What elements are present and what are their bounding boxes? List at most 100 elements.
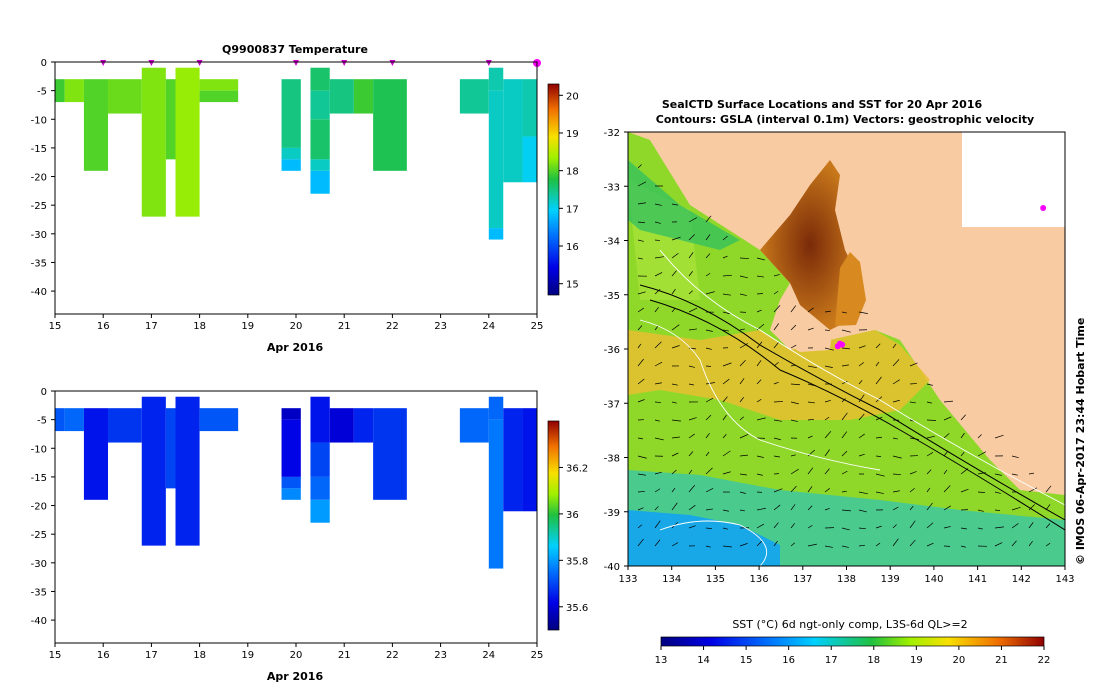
velocity-vector [1028, 504, 1035, 511]
velocity-vector [960, 545, 966, 548]
velocity-vector [688, 252, 694, 259]
colorbar-tick-label: 19 [566, 129, 579, 140]
velocity-vector [824, 468, 830, 475]
velocity-vector [671, 487, 676, 493]
velocity-vector [790, 523, 796, 529]
map-x-tick-label: 142 [1012, 574, 1031, 585]
map-x-tick-label: 137 [793, 574, 812, 585]
colorbar-tick-label: 18 [566, 167, 579, 178]
map-y-tick-label: -38 [604, 454, 620, 465]
velocity-vector [671, 252, 679, 259]
x-tick-label: 15 [49, 650, 62, 661]
map-x-tick-label: 139 [881, 574, 900, 585]
velocity-vector [943, 485, 951, 493]
profile-cell [55, 79, 65, 103]
velocity-vector [688, 271, 693, 277]
velocity-vector [824, 449, 830, 457]
velocity-vector [671, 419, 681, 422]
velocity-vector [688, 328, 697, 331]
velocity-vector [637, 524, 643, 529]
velocity-vector [739, 473, 747, 476]
velocity-vector [705, 414, 712, 421]
velocity-vector [824, 365, 833, 368]
velocity-vector [654, 325, 659, 331]
velocity-vector [637, 307, 644, 313]
velocity-vector [654, 471, 662, 475]
velocity-vector [790, 344, 797, 349]
velocity-vector [688, 469, 693, 475]
velocity-vector [1028, 472, 1034, 475]
velocity-vector [722, 329, 729, 332]
velocity-vector [654, 307, 659, 313]
x-tick-label: 17 [145, 321, 158, 332]
velocity-vector [824, 545, 833, 548]
profile-cell [281, 419, 301, 477]
surfacing-marker [341, 60, 348, 66]
profile-cell [281, 408, 301, 420]
velocity-vector [756, 275, 764, 278]
velocity-vector [875, 361, 880, 367]
velocity-vector [671, 542, 679, 547]
x-tick-label: 15 [49, 321, 62, 332]
velocity-vector [688, 433, 695, 439]
sst-colorbar-tick-label: 14 [697, 655, 710, 666]
velocity-vector [858, 394, 865, 403]
velocity-vector [773, 323, 779, 331]
velocity-vector [654, 539, 661, 547]
velocity-vector [773, 342, 779, 349]
velocity-vector [926, 487, 931, 493]
velocity-vector [671, 452, 679, 457]
velocity-vector [637, 507, 644, 511]
velocity-vector [909, 539, 916, 547]
velocity-vector [875, 542, 881, 547]
velocity-vector [790, 542, 796, 547]
surfacing-marker [100, 60, 107, 66]
velocity-vector [841, 347, 850, 350]
velocity-vector [637, 358, 644, 367]
velocity-vector [824, 431, 832, 439]
sst-colorbar-tick-label: 20 [953, 655, 966, 666]
velocity-vector [909, 505, 914, 511]
velocity-vector [654, 221, 661, 224]
profile-cell [281, 488, 301, 500]
velocity-vector [824, 399, 831, 403]
velocity-vector [790, 419, 798, 422]
velocity-vector [943, 526, 951, 529]
y-tick-label: -30 [31, 559, 47, 570]
velocity-vector [688, 525, 696, 529]
velocity-vector [654, 288, 661, 295]
velocity-vector [705, 432, 710, 439]
profile-cell [141, 67, 166, 217]
velocity-vector [739, 433, 749, 439]
velocity-vector [637, 202, 646, 205]
velocity-vector [705, 467, 713, 475]
salinity-x-axis-label: Apr 2016 [267, 670, 324, 683]
velocity-vector [739, 343, 748, 349]
velocity-vector [807, 418, 815, 421]
velocity-vector [1028, 487, 1038, 493]
profile-cell [281, 159, 301, 171]
velocity-vector [671, 383, 678, 386]
velocity-vector [994, 491, 1001, 494]
y-tick-label: -20 [31, 502, 47, 513]
velocity-vector [688, 307, 698, 313]
sst-colorbar-tick-label: 22 [1038, 655, 1051, 666]
x-tick-label: 25 [531, 650, 544, 661]
velocity-vector [654, 272, 663, 277]
velocity-vector [875, 455, 882, 458]
x-tick-label: 16 [97, 650, 110, 661]
velocity-vector [654, 256, 664, 259]
velocity-vector [824, 347, 834, 351]
velocity-vector [977, 509, 984, 512]
profile-cell [488, 419, 504, 569]
velocity-vector [977, 527, 983, 530]
velocity-vector [773, 401, 784, 403]
velocity-vector [739, 416, 744, 421]
temperature-x-axis-label: Apr 2016 [267, 341, 324, 354]
velocity-vector [773, 455, 780, 458]
profile-cell [488, 90, 504, 229]
velocity-vector [773, 504, 781, 511]
y-tick-label: -15 [31, 144, 47, 155]
map-subtitle: Contours: GSLA (interval 0.1m) Vectors: … [656, 113, 1034, 126]
gsla-contour-2 [639, 319, 881, 471]
